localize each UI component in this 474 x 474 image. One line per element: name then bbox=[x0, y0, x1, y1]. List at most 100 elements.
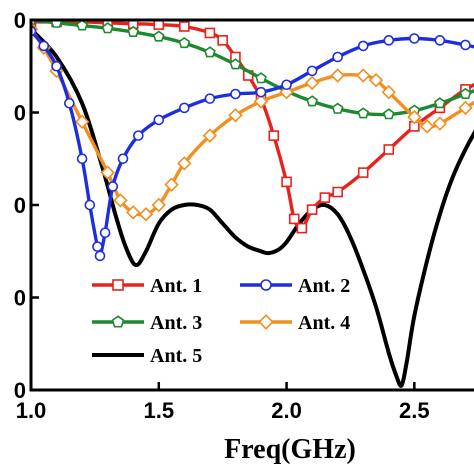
series-4-point bbox=[177, 156, 192, 171]
series-1 bbox=[31, 20, 474, 234]
series-2-point bbox=[357, 40, 369, 52]
legend-item-3: Ant. 3 bbox=[92, 312, 202, 334]
series-1-point bbox=[288, 213, 300, 225]
series-2-point bbox=[255, 86, 267, 98]
y-axis-ticks: 0 0 0 0 0 bbox=[14, 8, 39, 403]
series-2-point bbox=[133, 130, 144, 141]
legend-item-4: Ant. 4 bbox=[240, 312, 350, 334]
series-4-point bbox=[202, 128, 218, 143]
series-3-point bbox=[255, 72, 267, 84]
series-4-point bbox=[432, 116, 448, 131]
series-3-point bbox=[357, 107, 370, 119]
legend-marker bbox=[258, 314, 274, 330]
series-layer bbox=[31, 20, 474, 388]
series-4-point bbox=[74, 114, 90, 129]
series-5 bbox=[31, 27, 474, 388]
series-1-point bbox=[383, 144, 395, 155]
series-1-point bbox=[332, 186, 343, 198]
x-axis-ticks: 1.0 1.5 2.0 2.5 bbox=[16, 382, 430, 423]
series-4-point bbox=[228, 108, 243, 123]
series-4-point bbox=[279, 84, 294, 100]
series-4-point bbox=[368, 72, 384, 88]
series-2-point bbox=[107, 181, 119, 192]
series-2-point bbox=[306, 65, 318, 77]
series-4-point bbox=[151, 197, 166, 213]
series-4-point bbox=[253, 94, 269, 109]
series-1-point bbox=[296, 222, 308, 234]
series-1-point bbox=[357, 167, 369, 178]
legend-item-5: Ant. 5 bbox=[92, 345, 202, 367]
series-4-point bbox=[407, 109, 422, 125]
series-4-point bbox=[304, 75, 320, 91]
y-tick-label: 0 bbox=[14, 378, 26, 403]
series-3-line bbox=[31, 20, 474, 117]
series-3-point bbox=[101, 22, 114, 34]
series-2-point bbox=[383, 35, 395, 46]
series-3-point bbox=[229, 58, 242, 70]
legend-label: Ant. 3 bbox=[150, 312, 202, 334]
series-2-point bbox=[204, 93, 216, 104]
series-1-point bbox=[306, 204, 318, 215]
series-5-line bbox=[31, 27, 474, 388]
series-2-point bbox=[99, 227, 111, 239]
series-4-line bbox=[31, 27, 474, 217]
legend-marker bbox=[111, 315, 125, 328]
y-tick-label: 0 bbox=[14, 193, 26, 218]
legend-label: Ant. 4 bbox=[298, 312, 350, 334]
series-4-point bbox=[419, 119, 435, 134]
series-3-point bbox=[178, 37, 191, 49]
legend-marker bbox=[260, 279, 272, 291]
series-1-point bbox=[204, 27, 216, 39]
series-4-point bbox=[164, 177, 179, 192]
series-2-point bbox=[230, 88, 241, 100]
series-2-point bbox=[84, 199, 96, 211]
series-1-point bbox=[281, 176, 292, 188]
series-3-point bbox=[306, 95, 318, 107]
series-3-point bbox=[76, 20, 88, 31]
series-2-point bbox=[332, 51, 343, 63]
x-tick-label: 1.5 bbox=[143, 398, 174, 423]
series-4-point bbox=[381, 84, 396, 100]
series-2-point bbox=[94, 250, 106, 262]
y-tick-label: 0 bbox=[14, 286, 26, 311]
series-1-line bbox=[31, 20, 474, 231]
x-axis-title: Freq(GHz) bbox=[224, 434, 356, 465]
legend-label: Ant. 2 bbox=[298, 275, 350, 297]
legend: Ant. 1 Ant. 2 Ant. 3 Ant. 4 Ant. 5 bbox=[92, 275, 350, 367]
series-4 bbox=[31, 22, 474, 222]
series-2-point bbox=[117, 153, 129, 165]
series-2-point bbox=[64, 97, 75, 109]
series-4-point bbox=[458, 100, 473, 116]
series-2-point bbox=[38, 40, 50, 52]
series-3 bbox=[31, 20, 474, 120]
series-2-point bbox=[460, 39, 471, 51]
series-4-point bbox=[138, 207, 154, 222]
legend-label: Ant. 5 bbox=[150, 345, 202, 367]
series-2-point bbox=[281, 79, 292, 91]
series-3-point bbox=[382, 108, 395, 120]
series-4-point bbox=[126, 205, 141, 220]
legend-marker bbox=[112, 279, 124, 291]
series-1-point bbox=[217, 35, 228, 46]
y-tick-label: 0 bbox=[14, 101, 26, 126]
series-4-point bbox=[330, 68, 345, 83]
series-4-point bbox=[100, 165, 115, 180]
series-4-point bbox=[113, 193, 128, 208]
legend-item-2: Ant. 2 bbox=[240, 275, 350, 297]
series-2-point bbox=[409, 33, 420, 44]
series-3-point bbox=[127, 25, 140, 38]
y-tick-label: 0 bbox=[14, 8, 26, 33]
series-1-point bbox=[268, 130, 280, 141]
series-3-point bbox=[459, 87, 472, 99]
series-1-point bbox=[179, 21, 190, 32]
series-3-point bbox=[434, 97, 446, 109]
series-1-point bbox=[319, 192, 331, 203]
legend-item-1: Ant. 1 bbox=[92, 275, 202, 297]
x-tick-label: 2.0 bbox=[271, 398, 302, 423]
series-3-point bbox=[204, 46, 216, 58]
legend-label: Ant. 1 bbox=[150, 275, 202, 297]
series-2-point bbox=[92, 241, 103, 252]
series-2-point bbox=[153, 114, 165, 126]
series-2-point bbox=[434, 35, 446, 46]
